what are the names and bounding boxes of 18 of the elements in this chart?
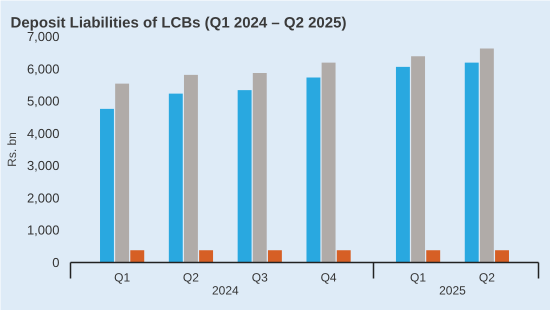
y-tick-label: 3,000 (26, 158, 60, 174)
x-tick-label: Q4 (320, 270, 337, 284)
x-tick-label: Q2 (478, 270, 496, 284)
x-tick-label: Q1 (410, 270, 426, 284)
y-tick-label: 6,000 (26, 61, 60, 76)
text: 2025 (439, 284, 466, 298)
text: 2024 (212, 284, 240, 298)
x-tick-label: Q2 (182, 270, 200, 284)
chart-title: Deposit Liabilities of LCBs (Q1 2024 – Q2 2025) (10, 14, 346, 32)
y-tick-label: 5,000 (26, 94, 60, 109)
y-tick-label: 1,000 (26, 222, 60, 238)
y-tick-label: 4,000 (26, 126, 60, 141)
y-tick-label: 7,000 (26, 29, 60, 44)
y-axis-title: Rs. bn (4, 132, 19, 167)
x-tick-label: Q3 (252, 270, 268, 284)
x-tick-label: Q1 (114, 270, 130, 284)
y-tick-label: 2,000 (26, 190, 60, 206)
y-tick-label: 0 (52, 255, 60, 270)
